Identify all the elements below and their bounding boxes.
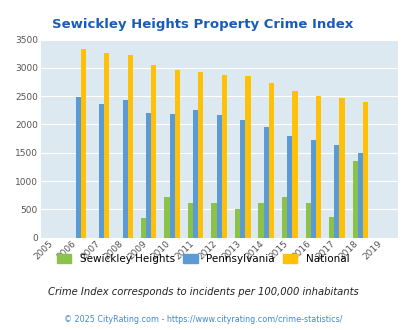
- Bar: [128, 55, 133, 238]
- Text: © 2025 CityRating.com - https://www.cityrating.com/crime-statistics/: © 2025 CityRating.com - https://www.city…: [64, 315, 341, 324]
- Bar: [315, 96, 320, 238]
- Bar: [234, 209, 240, 238]
- Bar: [211, 203, 216, 238]
- Bar: [216, 115, 221, 238]
- Bar: [258, 203, 263, 238]
- Bar: [310, 140, 315, 238]
- Bar: [263, 127, 268, 238]
- Bar: [292, 90, 297, 238]
- Bar: [193, 110, 198, 238]
- Bar: [188, 203, 193, 238]
- Bar: [245, 76, 250, 238]
- Bar: [339, 98, 344, 238]
- Bar: [75, 97, 81, 238]
- Bar: [146, 113, 151, 238]
- Bar: [362, 102, 367, 238]
- Bar: [357, 153, 362, 238]
- Bar: [122, 100, 128, 238]
- Bar: [175, 70, 179, 238]
- Bar: [305, 203, 310, 238]
- Bar: [333, 145, 339, 238]
- Bar: [151, 65, 156, 238]
- Text: Sewickley Heights Property Crime Index: Sewickley Heights Property Crime Index: [52, 18, 353, 31]
- Bar: [240, 120, 245, 238]
- Legend: Sewickley Heights, Pennsylvania, National: Sewickley Heights, Pennsylvania, Nationa…: [53, 251, 352, 267]
- Bar: [104, 53, 109, 238]
- Bar: [198, 72, 203, 238]
- Bar: [99, 104, 104, 238]
- Text: Crime Index corresponds to incidents per 100,000 inhabitants: Crime Index corresponds to incidents per…: [47, 287, 358, 297]
- Bar: [164, 197, 169, 238]
- Bar: [328, 217, 333, 238]
- Bar: [81, 49, 86, 238]
- Bar: [352, 161, 357, 238]
- Bar: [169, 114, 175, 238]
- Bar: [286, 136, 292, 238]
- Bar: [268, 83, 273, 238]
- Bar: [281, 197, 286, 238]
- Bar: [221, 75, 226, 238]
- Bar: [141, 218, 146, 238]
